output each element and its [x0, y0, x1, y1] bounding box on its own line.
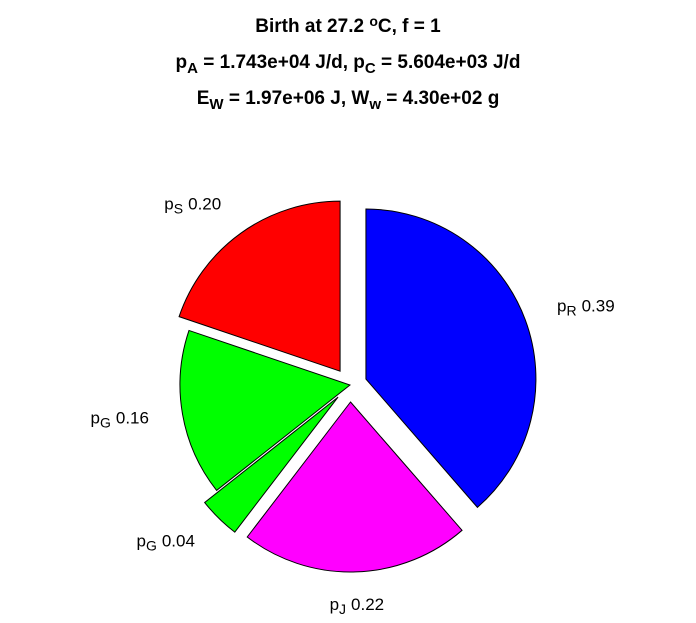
- title-segment: W: [209, 96, 224, 113]
- pie-slice: [178, 200, 341, 372]
- title-segment: = 1.97e+06 J, W: [224, 88, 370, 109]
- chart-title: EW = 1.97e+06 J, Ww = 4.30e+02 g: [197, 88, 500, 113]
- label-base: p: [164, 195, 173, 214]
- label-sub: R: [566, 303, 576, 319]
- title-segment: w: [368, 96, 381, 113]
- label-sub: S: [174, 200, 183, 216]
- label-value: 0.20: [188, 195, 221, 214]
- label-sub: G: [146, 537, 157, 553]
- title-segment: = 1.743e+04 J/d, p: [198, 52, 365, 73]
- pie-slice: [179, 329, 352, 492]
- title-segment: o: [369, 13, 378, 29]
- slice-label: pS 0.20: [164, 195, 221, 216]
- title-segment: Birth at 27.2: [255, 16, 369, 37]
- chart-title: Birth at 27.2 oC, f = 1: [255, 13, 441, 37]
- title-segment: = 4.30e+02 g: [381, 88, 499, 109]
- title-segment: C: [365, 60, 376, 77]
- label-sub: J: [339, 601, 346, 617]
- title-segment: A: [187, 60, 198, 77]
- label-base: p: [557, 297, 566, 316]
- label-value: 0.04: [162, 532, 195, 551]
- chart-title: pA = 1.743e+04 J/d, pC = 5.604e+03 J/d: [176, 52, 521, 77]
- label-base: p: [330, 595, 339, 614]
- pie-slice: [365, 208, 537, 509]
- label-value: 0.16: [116, 409, 149, 428]
- pie-slice: [246, 401, 463, 573]
- label-value: 0.39: [582, 297, 615, 316]
- label-base: p: [91, 409, 100, 428]
- title-segment: = 5.604e+03 J/d: [376, 52, 521, 73]
- label-base: p: [136, 532, 145, 551]
- slice-label: pR 0.39: [557, 297, 615, 318]
- label-value: 0.22: [351, 595, 384, 614]
- title-segment: p: [176, 52, 188, 73]
- title-segment: E: [197, 88, 210, 109]
- slice-label: pG 0.16: [91, 409, 149, 430]
- label-sub: G: [100, 415, 111, 431]
- pie-slice: [203, 396, 339, 533]
- slice-label: pJ 0.22: [330, 595, 385, 616]
- slice-label: pG 0.04: [136, 532, 194, 553]
- title-segment: C, f = 1: [378, 16, 441, 37]
